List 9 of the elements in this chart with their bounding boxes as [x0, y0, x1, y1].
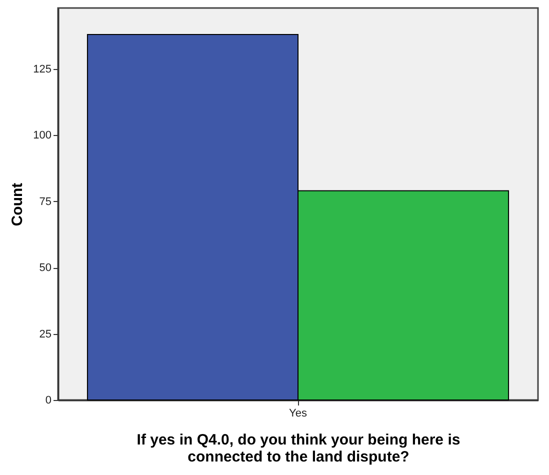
y-tick-label: 0 [45, 394, 52, 406]
y-tick-label: 100 [33, 130, 52, 142]
y-tick-label: 125 [33, 63, 52, 76]
y-tick-label: 75 [39, 196, 52, 208]
x-axis-title: If yes in Q4.0, do you think your being here is connected to the land dispute? [136, 432, 460, 466]
y-tick-label: 50 [39, 262, 52, 274]
x-tick-label: Yes [289, 408, 308, 420]
y-tick-label: 25 [39, 328, 52, 340]
y-axis-title: Count [9, 182, 26, 226]
